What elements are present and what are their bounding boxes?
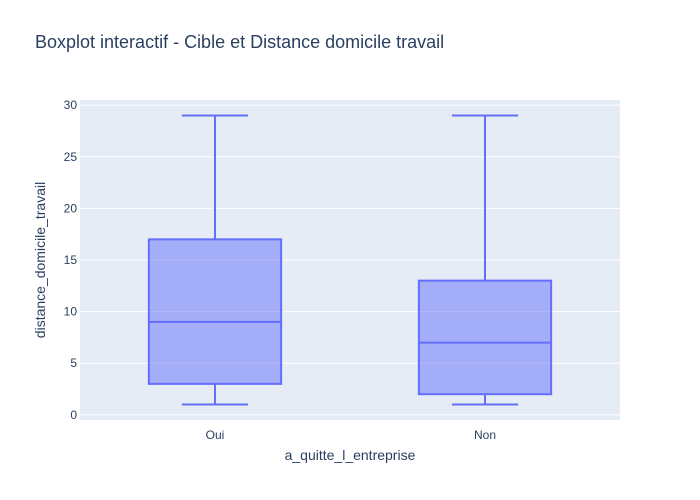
x-axis-ticks: Oui Non [206,428,496,442]
y-axis-title: distance_domicile_travail [32,182,48,338]
box-non[interactable] [417,114,553,406]
box-oui[interactable] [147,114,283,406]
y-tick-label: 20 [64,201,78,215]
y-axis-ticks: 0 5 10 15 20 25 30 [64,98,78,422]
y-tick-label: 15 [64,253,78,267]
x-axis-title: a_quitte_l_entreprise [285,447,416,463]
box-iqr [417,279,553,396]
y-tick-label: 0 [70,408,77,422]
x-tick-label: Non [474,428,496,442]
y-tick-label: 10 [64,305,78,319]
box-series [147,114,553,406]
y-tick-label: 25 [64,150,78,164]
box-iqr [147,238,283,385]
x-tick-label: Oui [206,428,225,442]
chart-title: Boxplot interactif - Cible et Distance d… [35,32,445,52]
y-tick-label: 5 [70,356,77,370]
y-tick-label: 30 [64,98,78,112]
